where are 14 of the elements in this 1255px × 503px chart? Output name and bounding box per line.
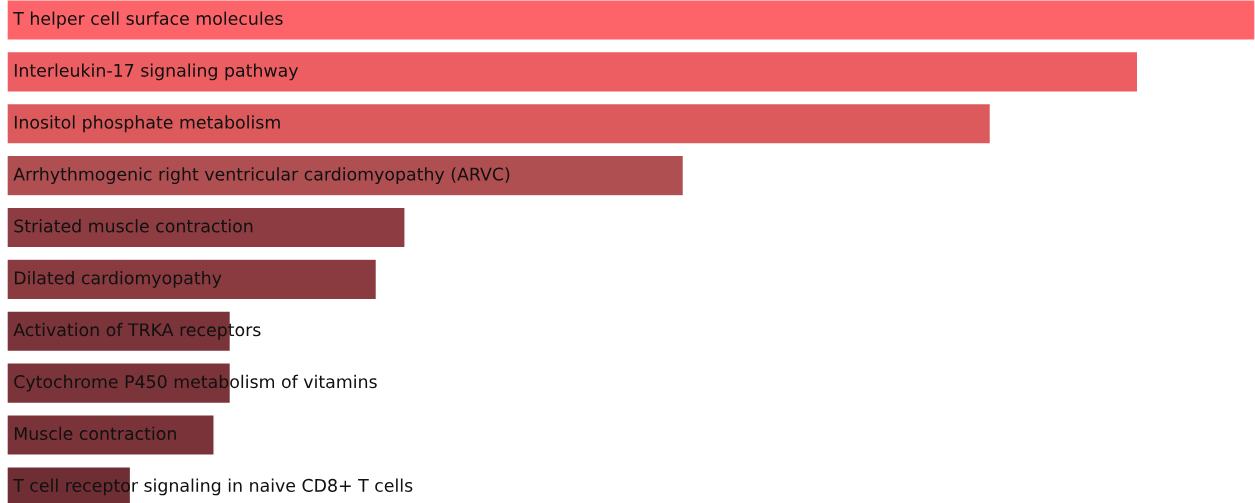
bar — [7, 0, 1255, 41]
y-tick-label: Inositol phosphate metabolism — [14, 115, 280, 133]
bar — [7, 206, 406, 249]
y-tick-label: Interleukin-17 signaling pathway — [14, 63, 299, 81]
bar — [7, 414, 215, 456]
bar — [7, 154, 685, 197]
y-tick-label: Muscle contraction — [14, 426, 176, 441]
bar — [7, 102, 992, 145]
y-tick-label: Arrhythmogenic right ventricular cardiomyopathy (ARVC) — [13, 167, 510, 185]
y-tick-label: T helper cell surface molecules — [13, 11, 283, 29]
bar — [7, 50, 1139, 93]
bar — [7, 258, 378, 301]
y-tick-label: Dilated cardiomyopathy — [14, 270, 222, 288]
y-tick-label: Striated muscle contraction — [14, 219, 253, 233]
